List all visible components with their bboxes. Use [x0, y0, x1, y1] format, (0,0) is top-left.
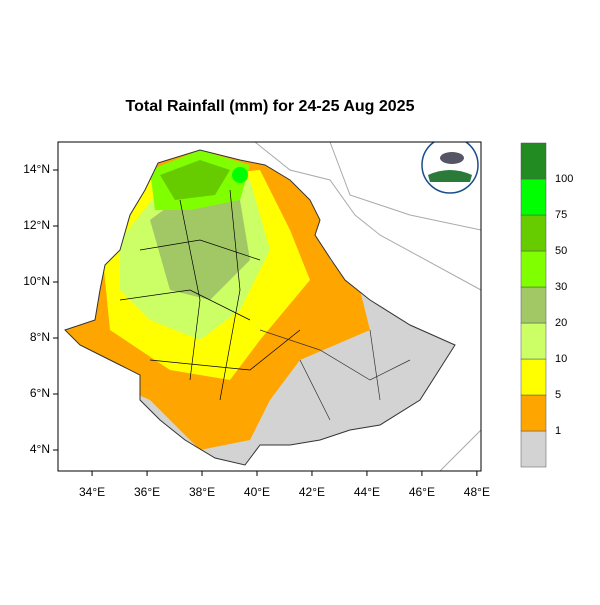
colorbar-box: [520, 430, 547, 468]
x-tick-label: 48°E: [464, 485, 490, 499]
colorbar-box: [520, 394, 547, 432]
colorbar-box: [520, 358, 547, 396]
colorbar-label: 10: [555, 353, 567, 365]
colorbar-box: [520, 178, 547, 216]
x-tick-label: 44°E: [354, 485, 380, 499]
x-tick-label: 40°E: [244, 485, 270, 499]
colorbar-label: 100: [555, 173, 573, 185]
x-tick-label: 34°E: [79, 485, 105, 499]
x-tick-label: 36°E: [134, 485, 160, 499]
y-tick-label: 8°N: [30, 330, 50, 344]
y-tick-label: 14°N: [23, 162, 50, 176]
colorbar-label: 20: [555, 317, 567, 329]
y-tick-label: 10°N: [23, 274, 50, 288]
colorbar-box: [520, 286, 547, 324]
colorbar-label: 1: [555, 425, 561, 437]
x-tick-label: 38°E: [189, 485, 215, 499]
y-tick-label: 4°N: [30, 442, 50, 456]
rainfall-field: [65, 150, 455, 465]
map-area: [64, 142, 481, 471]
colorbar-box: [520, 142, 547, 180]
map-title: Total Rainfall (mm) for 24-25 Aug 2025: [126, 98, 415, 115]
colorbar-label: 75: [555, 209, 567, 221]
map-frame: [57, 141, 482, 472]
x-tick-label: 42°E: [299, 485, 325, 499]
x-tick-label: 46°E: [409, 485, 435, 499]
colorbar-label: 5: [555, 389, 561, 401]
y-tick-label: 6°N: [30, 386, 50, 400]
y-tick-label: 12°N: [23, 218, 50, 232]
colorbar-label: 50: [555, 245, 567, 257]
colorbar-box: [520, 322, 547, 360]
colorbar-box: [520, 214, 547, 252]
colorbar-label: 30: [555, 281, 567, 293]
logo: [421, 142, 479, 194]
colorbar-box: [520, 250, 547, 288]
